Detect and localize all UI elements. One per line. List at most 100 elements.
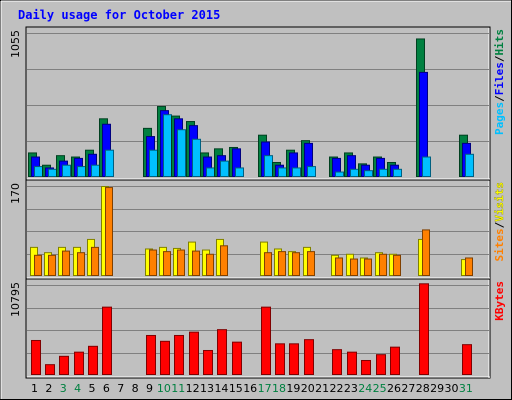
x-tick-label-day-5: 5 bbox=[89, 382, 96, 395]
bar-sites-day-6 bbox=[105, 187, 113, 276]
legend-visits: Visits bbox=[493, 182, 506, 222]
x-tick-label-day-31: 31 bbox=[459, 382, 473, 395]
bar-kbytes-day-4 bbox=[74, 351, 84, 375]
bar-kbytes-day-1 bbox=[31, 339, 41, 376]
bar-sites-day-18 bbox=[278, 251, 286, 276]
x-tick-label-day-14: 14 bbox=[214, 382, 228, 395]
x-tick-label-day-27: 27 bbox=[401, 382, 415, 395]
legend-sites: Sites bbox=[493, 228, 506, 261]
panel-kbytes-legend: KBytes bbox=[493, 281, 506, 321]
bar-pages-day-15 bbox=[235, 167, 244, 177]
bar-kbytes-day-14 bbox=[217, 329, 227, 376]
chart-panels: 1055Pages/Files/Hits170Sites/Visits10795… bbox=[9, 26, 506, 379]
bar-sites-day-10 bbox=[163, 251, 171, 276]
x-tick-label-day-7: 7 bbox=[117, 382, 124, 395]
legend-separator: / bbox=[493, 55, 506, 62]
panel-visitors: 170 Sites/Visits bbox=[9, 179, 506, 280]
x-tick-label-day-29: 29 bbox=[430, 382, 444, 395]
bar-sites-day-9 bbox=[149, 249, 157, 277]
x-tick-label-day-30: 30 bbox=[445, 382, 459, 395]
bar-sites-day-13 bbox=[206, 253, 214, 277]
x-tick-label-day-22: 22 bbox=[329, 382, 343, 395]
panel-kbytes: 10795 KBytes bbox=[9, 278, 506, 379]
bar-sites-day-22 bbox=[335, 257, 343, 276]
bar-pages-day-24 bbox=[364, 170, 373, 177]
bar-sites-day-24 bbox=[364, 258, 372, 277]
bar-pages-day-9 bbox=[149, 149, 158, 177]
bar-pages-day-11 bbox=[177, 129, 186, 178]
panel-kbytes-max-label: 10795 bbox=[9, 282, 22, 317]
bar-kbytes-day-23 bbox=[347, 351, 357, 375]
bar-kbytes-day-18 bbox=[275, 343, 285, 375]
bar-kbytes-day-9 bbox=[146, 334, 156, 376]
bar-sites-day-14 bbox=[220, 245, 228, 276]
bar-kbytes-day-19 bbox=[289, 343, 299, 375]
bar-pages-day-3 bbox=[62, 164, 71, 177]
bar-sites-day-23 bbox=[350, 258, 358, 277]
bar-kbytes-day-3 bbox=[59, 355, 69, 376]
x-tick-label-day-1: 1 bbox=[31, 382, 38, 395]
bar-sites-day-4 bbox=[77, 252, 85, 276]
x-tick-label-day-19: 19 bbox=[286, 382, 300, 395]
x-tick-label-day-21: 21 bbox=[315, 382, 329, 395]
bar-pages-day-13 bbox=[206, 167, 215, 177]
x-tick-label-day-12: 12 bbox=[186, 382, 200, 395]
bar-kbytes-day-20 bbox=[304, 339, 314, 375]
bar-sites-day-11 bbox=[177, 249, 185, 277]
x-tick-label-day-20: 20 bbox=[301, 382, 315, 395]
panel-visitors-bars bbox=[30, 186, 473, 277]
bar-sites-day-20 bbox=[307, 251, 315, 276]
bar-sites-day-25 bbox=[379, 253, 387, 277]
bar-kbytes-day-2 bbox=[45, 364, 55, 376]
bar-kbytes-day-31 bbox=[462, 344, 472, 375]
bar-pages-day-10 bbox=[163, 114, 172, 177]
bar-kbytes-day-12 bbox=[189, 331, 199, 376]
bar-pages-day-23 bbox=[350, 168, 359, 177]
bar-kbytes-day-13 bbox=[203, 349, 213, 376]
bar-pages-day-12 bbox=[192, 138, 201, 178]
bar-pages-day-1 bbox=[34, 166, 43, 177]
bar-sites-day-2 bbox=[48, 254, 56, 277]
chart-title: Daily usage for October 2015 bbox=[18, 8, 220, 22]
x-tick-label-day-18: 18 bbox=[272, 382, 286, 395]
x-tick-label-day-6: 6 bbox=[103, 382, 110, 395]
bar-kbytes-day-5 bbox=[88, 345, 98, 375]
x-tick-label-day-2: 2 bbox=[45, 382, 52, 395]
bar-pages-day-5 bbox=[91, 164, 100, 177]
bar-pages-day-31 bbox=[465, 153, 474, 177]
bar-sites-day-5 bbox=[91, 246, 99, 277]
panel-visitors-max-label: 170 bbox=[9, 183, 22, 204]
bar-kbytes-day-17 bbox=[261, 306, 271, 375]
bar-sites-day-28 bbox=[422, 229, 430, 276]
bar-sites-day-26 bbox=[393, 254, 401, 277]
bar-pages-day-2 bbox=[48, 168, 57, 177]
bar-sites-day-19 bbox=[292, 252, 300, 276]
x-tick-label-day-3: 3 bbox=[60, 382, 67, 395]
bar-kbytes-day-24 bbox=[361, 359, 371, 375]
legend-kbytes: KBytes bbox=[493, 281, 506, 321]
x-tick-label-day-4: 4 bbox=[74, 382, 81, 395]
x-tick-label-day-13: 13 bbox=[200, 382, 214, 395]
x-tick-label-day-28: 28 bbox=[416, 382, 430, 395]
bar-kbytes-day-10 bbox=[160, 340, 170, 375]
x-tick-label-day-16: 16 bbox=[243, 382, 257, 395]
bar-pages-day-17 bbox=[264, 155, 273, 177]
bar-pages-day-25 bbox=[379, 168, 388, 177]
bar-kbytes-day-22 bbox=[332, 349, 342, 375]
bar-pages-day-19 bbox=[292, 167, 301, 177]
panel-requests-max-label: 1055 bbox=[9, 30, 22, 58]
bar-pages-day-26 bbox=[393, 168, 402, 177]
bar-pages-day-6 bbox=[105, 149, 114, 177]
legend-separator: / bbox=[493, 221, 506, 228]
x-tick-label-day-10: 10 bbox=[157, 382, 171, 395]
bar-pages-day-14 bbox=[220, 160, 229, 177]
x-tick-label-day-23: 23 bbox=[344, 382, 358, 395]
x-axis-day-labels: 1 2 3 4 5 6 7 8 9 10 11 12 13 14 15 16 17 18 19 20 21 22 23 24 2… bbox=[31, 382, 473, 395]
bar-sites-day-12 bbox=[192, 250, 200, 277]
legend-pages: Pages bbox=[493, 102, 506, 135]
bar-kbytes-day-6 bbox=[102, 306, 112, 375]
legend-files: Files bbox=[493, 62, 506, 95]
x-tick-label-day-25: 25 bbox=[373, 382, 387, 395]
x-tick-label-day-24: 24 bbox=[358, 382, 372, 395]
